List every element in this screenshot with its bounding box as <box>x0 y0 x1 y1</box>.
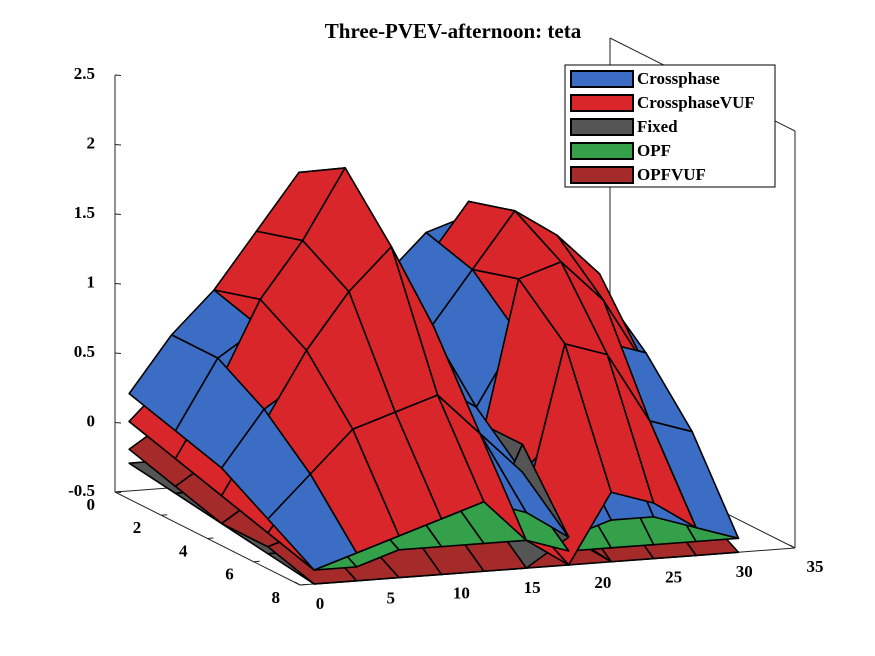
z-tick-label: 0 <box>87 411 96 430</box>
x-tick-label: 25 <box>665 567 682 586</box>
x-tick <box>294 581 301 586</box>
z-tick <box>114 144 122 146</box>
surface-patch <box>267 473 358 571</box>
legend-swatch <box>570 142 634 160</box>
z-tick <box>114 74 122 76</box>
y-tick-label: 2 <box>133 518 142 537</box>
x-tick-label: 30 <box>736 562 753 581</box>
z-tick <box>114 213 122 215</box>
z-tick <box>114 352 122 354</box>
z-tick-label: -0.5 <box>68 481 95 500</box>
y-tick-label: 0 <box>87 495 96 514</box>
legend-swatch <box>570 118 634 136</box>
chart-title: Three-PVEV-afternoon: teta <box>325 19 582 43</box>
y-tick <box>114 491 122 493</box>
z-tick-label: 0.5 <box>74 342 95 361</box>
legend-swatch <box>570 70 634 88</box>
z-tick <box>114 283 122 285</box>
y-tick-label: 4 <box>179 541 188 560</box>
legend-label: OPFVUF <box>637 165 706 184</box>
x-tick-label: 10 <box>453 583 470 602</box>
x-tick-label: 0 <box>316 594 325 613</box>
x-tick-label: 15 <box>524 578 541 597</box>
legend-swatch <box>570 166 634 184</box>
y-tick-label: 6 <box>225 565 234 584</box>
x-tick-label: 5 <box>386 589 395 608</box>
y-tick <box>161 514 168 516</box>
x-tick-label: 20 <box>594 573 611 592</box>
legend: Crossphase CrossphaseVUF Fixed OPF OPFVUF <box>564 64 776 188</box>
z-tick-label: 1 <box>87 272 96 291</box>
y-tick <box>253 560 260 563</box>
z-tick-label: 2.5 <box>74 64 95 83</box>
z-tick <box>114 422 122 424</box>
legend-label: Crossphase <box>637 69 720 88</box>
z-tick-label: 1.5 <box>74 203 95 222</box>
y-tick <box>299 584 307 586</box>
legend-label: Fixed <box>637 117 678 136</box>
x-tick-label: 35 <box>807 557 824 576</box>
z-tick-label: 2 <box>87 133 96 152</box>
y-tick-label: 8 <box>272 588 281 607</box>
legend-label: CrossphaseVUF <box>637 93 755 112</box>
y-tick <box>207 537 214 539</box>
legend-label: OPF <box>637 141 671 160</box>
legend-swatch <box>570 94 634 112</box>
x-tick <box>789 544 796 549</box>
